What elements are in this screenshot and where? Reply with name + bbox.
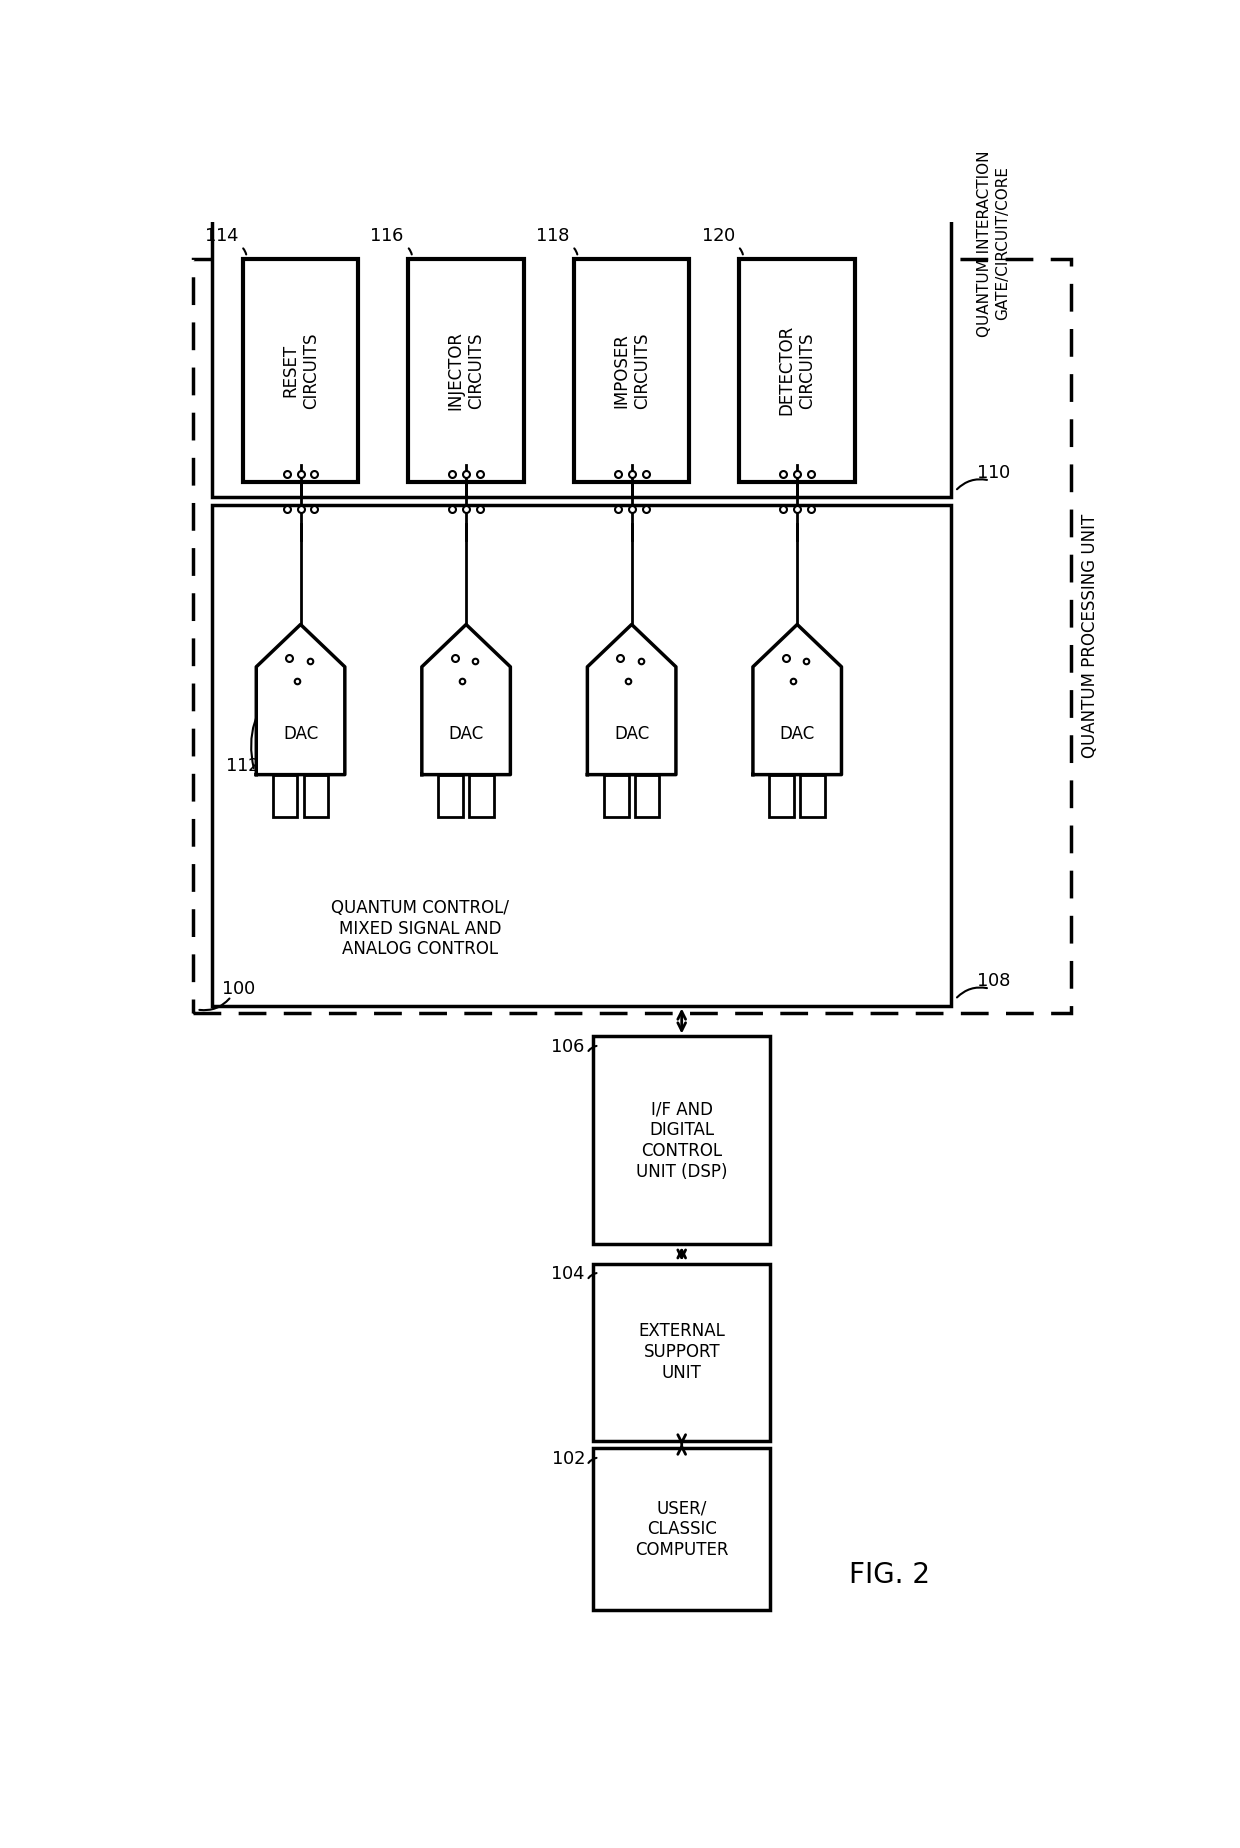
Bar <box>800 774 825 817</box>
Text: $\mathit{108}$: $\mathit{108}$ <box>976 972 1011 991</box>
Text: $\mathit{102}$: $\mathit{102}$ <box>551 1449 585 1467</box>
Text: IMPOSER
CIRCUITS: IMPOSER CIRCUITS <box>613 333 651 408</box>
Text: RESET
CIRCUITS: RESET CIRCUITS <box>281 333 320 408</box>
Text: $\mathit{106}$: $\mathit{106}$ <box>551 1039 585 1055</box>
Text: DAC: DAC <box>614 724 650 743</box>
Bar <box>439 774 463 817</box>
Polygon shape <box>257 625 345 774</box>
Bar <box>770 774 794 817</box>
Polygon shape <box>753 625 842 774</box>
Text: $\mathit{116}$: $\mathit{116}$ <box>370 227 404 244</box>
Bar <box>212 0 951 497</box>
Text: $\mathit{100}$: $\mathit{100}$ <box>222 979 257 998</box>
Text: $\mathit{118}$: $\mathit{118}$ <box>534 227 570 244</box>
Bar <box>212 505 951 1005</box>
Text: QUANTUM PROCESSING UNIT: QUANTUM PROCESSING UNIT <box>1081 514 1099 758</box>
Bar <box>739 259 854 482</box>
Bar <box>408 259 523 482</box>
Text: DAC: DAC <box>449 724 484 743</box>
Bar <box>192 259 1070 1013</box>
Text: $\mathit{114}$: $\mathit{114}$ <box>203 227 239 244</box>
Text: QUANTUM CONTROL/
MIXED SIGNAL AND
ANALOG CONTROL: QUANTUM CONTROL/ MIXED SIGNAL AND ANALOG… <box>331 898 508 959</box>
Text: DAC: DAC <box>780 724 815 743</box>
Polygon shape <box>422 625 511 774</box>
Text: USER/
CLASSIC
COMPUTER: USER/ CLASSIC COMPUTER <box>635 1499 728 1560</box>
Text: DETECTOR
CIRCUITS: DETECTOR CIRCUITS <box>777 325 817 416</box>
Bar <box>273 774 298 817</box>
Text: FIG. 2: FIG. 2 <box>849 1562 930 1589</box>
Text: EXTERNAL
SUPPORT
UNIT: EXTERNAL SUPPORT UNIT <box>639 1323 725 1382</box>
Bar <box>593 1037 770 1244</box>
Bar <box>243 259 358 482</box>
Bar <box>574 259 689 482</box>
Bar <box>604 774 629 817</box>
Text: I/F AND
DIGITAL
CONTROL
UNIT (DSP): I/F AND DIGITAL CONTROL UNIT (DSP) <box>636 1100 728 1181</box>
Text: INJECTOR
CIRCUITS: INJECTOR CIRCUITS <box>446 331 486 410</box>
Bar <box>469 774 494 817</box>
Text: $\mathit{120}$: $\mathit{120}$ <box>701 227 735 244</box>
Text: $\mathit{104}$: $\mathit{104}$ <box>551 1264 585 1283</box>
Text: DAC: DAC <box>283 724 319 743</box>
Bar <box>635 774 660 817</box>
Bar <box>593 1449 770 1610</box>
Polygon shape <box>588 625 676 774</box>
Text: $\mathit{110}$: $\mathit{110}$ <box>976 464 1011 482</box>
Text: $\mathit{112}$: $\mathit{112}$ <box>226 756 260 774</box>
Text: QUANTUM INTERACTION
GATE/CIRCUIT/CORE: QUANTUM INTERACTION GATE/CIRCUIT/CORE <box>977 150 1009 336</box>
Bar <box>304 774 329 817</box>
Bar <box>593 1264 770 1441</box>
